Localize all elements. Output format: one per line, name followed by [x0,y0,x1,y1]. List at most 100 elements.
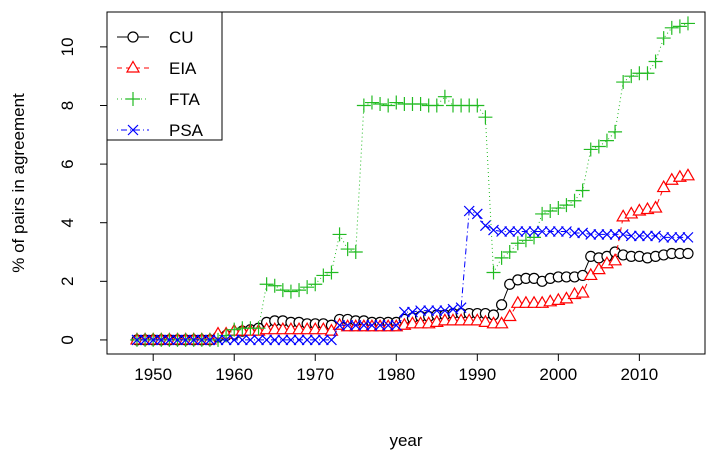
marker [415,305,427,317]
marker [463,205,475,217]
marker [471,208,483,220]
marker [608,124,623,139]
marker [478,314,493,327]
marker [267,278,282,293]
marker [633,230,645,242]
marker [366,319,378,331]
x-tick-label: 1950 [134,365,172,384]
marker [212,334,224,346]
marker [332,317,347,330]
marker [342,319,354,331]
marker [470,313,485,326]
marker [494,250,509,265]
marker [374,319,386,331]
marker [147,334,159,346]
marker [656,31,671,46]
marker [648,54,663,69]
marker [126,92,140,106]
marker [680,168,696,181]
x-tick-label: 1970 [296,365,334,384]
marker [293,334,305,346]
marker [656,179,671,193]
marker [253,334,264,346]
marker [340,242,355,257]
marker [308,277,323,292]
legend-label: CU [169,28,194,47]
marker [512,226,524,237]
marker [486,265,501,280]
marker [544,226,556,237]
marker [228,334,240,346]
y-tick-label: 2 [58,277,77,286]
marker [125,60,141,73]
marker [496,226,508,237]
marker [326,334,337,346]
marker [664,20,679,35]
marker [583,142,598,157]
marker [494,316,509,329]
marker [292,283,307,298]
marker [591,139,606,154]
y-tick-label: 6 [58,159,77,168]
marker [172,334,183,346]
marker [601,229,613,240]
marker [470,98,485,113]
x-tick-label: 2000 [539,365,577,384]
marker [616,75,631,90]
marker [389,95,404,110]
marker [188,334,200,346]
marker [624,69,639,84]
marker [575,183,590,198]
marker [163,334,175,346]
marker [348,245,363,260]
marker [236,334,248,346]
marker [381,98,396,113]
marker [373,97,388,112]
marker [640,66,655,81]
x-tick-label: 1980 [377,365,415,384]
marker [599,133,614,148]
marker [593,229,605,240]
marker [682,231,694,243]
marker [552,226,564,237]
marker [316,321,331,335]
marker [455,302,467,314]
marker [518,233,533,248]
marker [502,308,517,322]
marker [285,334,297,346]
marker [155,334,167,346]
marker [510,236,525,251]
marker [261,334,273,346]
marker [551,201,566,216]
marker [567,193,582,208]
marker [559,198,574,213]
marker [591,261,606,275]
marker [269,334,281,346]
legend-label: FTA [169,90,201,109]
marker [666,231,678,243]
y-axis-label: % of pairs in agreement [9,93,28,273]
marker [431,305,443,317]
x-axis-label: year [389,431,422,450]
marker [423,305,435,317]
marker [139,334,151,346]
marker [479,220,491,232]
marker [324,265,339,280]
marker [220,334,232,346]
marker [356,98,371,113]
x-tick-label: 1990 [458,365,496,384]
marker [334,319,345,331]
marker [575,285,590,298]
marker [674,231,686,243]
x-tick-label: 1960 [215,365,253,384]
y-tick-label: 4 [58,218,77,227]
y-tick-label: 10 [58,37,77,56]
marker [583,267,598,281]
marker [648,200,663,213]
marker [301,334,313,346]
marker [204,334,216,346]
marker [502,245,517,260]
marker [275,283,290,298]
marker [180,334,192,346]
marker [680,16,695,31]
